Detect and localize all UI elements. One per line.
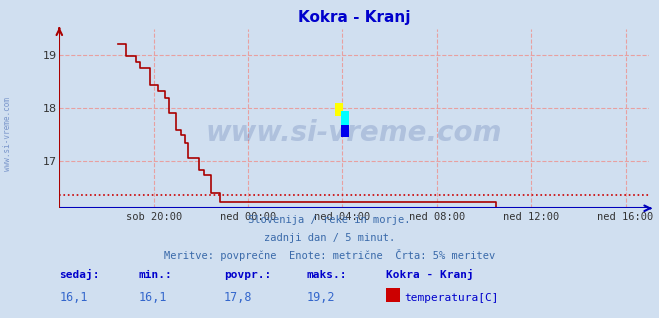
Text: sedaj:: sedaj:	[59, 269, 100, 280]
Text: Meritve: povprečne  Enote: metrične  Črta: 5% meritev: Meritve: povprečne Enote: metrične Črta:…	[164, 250, 495, 261]
Text: Kokra - Kranj: Kokra - Kranj	[386, 269, 473, 280]
Bar	[341, 125, 349, 137]
Text: www.si-vreme.com: www.si-vreme.com	[206, 119, 502, 147]
Text: 17,8: 17,8	[224, 291, 252, 303]
Text: 19,2: 19,2	[306, 291, 335, 303]
Text: Slovenija / reke in morje.: Slovenija / reke in morje.	[248, 215, 411, 225]
Text: povpr.:: povpr.:	[224, 270, 272, 280]
Text: 16,1: 16,1	[138, 291, 167, 303]
Bar	[335, 103, 343, 116]
Text: temperatura[C]: temperatura[C]	[404, 293, 498, 302]
Title: Kokra - Kranj: Kokra - Kranj	[298, 10, 411, 25]
Text: www.si-vreme.com: www.si-vreme.com	[3, 97, 13, 170]
Text: min.:: min.:	[138, 270, 172, 280]
Text: 16,1: 16,1	[59, 291, 88, 303]
Text: zadnji dan / 5 minut.: zadnji dan / 5 minut.	[264, 233, 395, 243]
Text: maks.:: maks.:	[306, 270, 347, 280]
Bar	[341, 111, 349, 126]
